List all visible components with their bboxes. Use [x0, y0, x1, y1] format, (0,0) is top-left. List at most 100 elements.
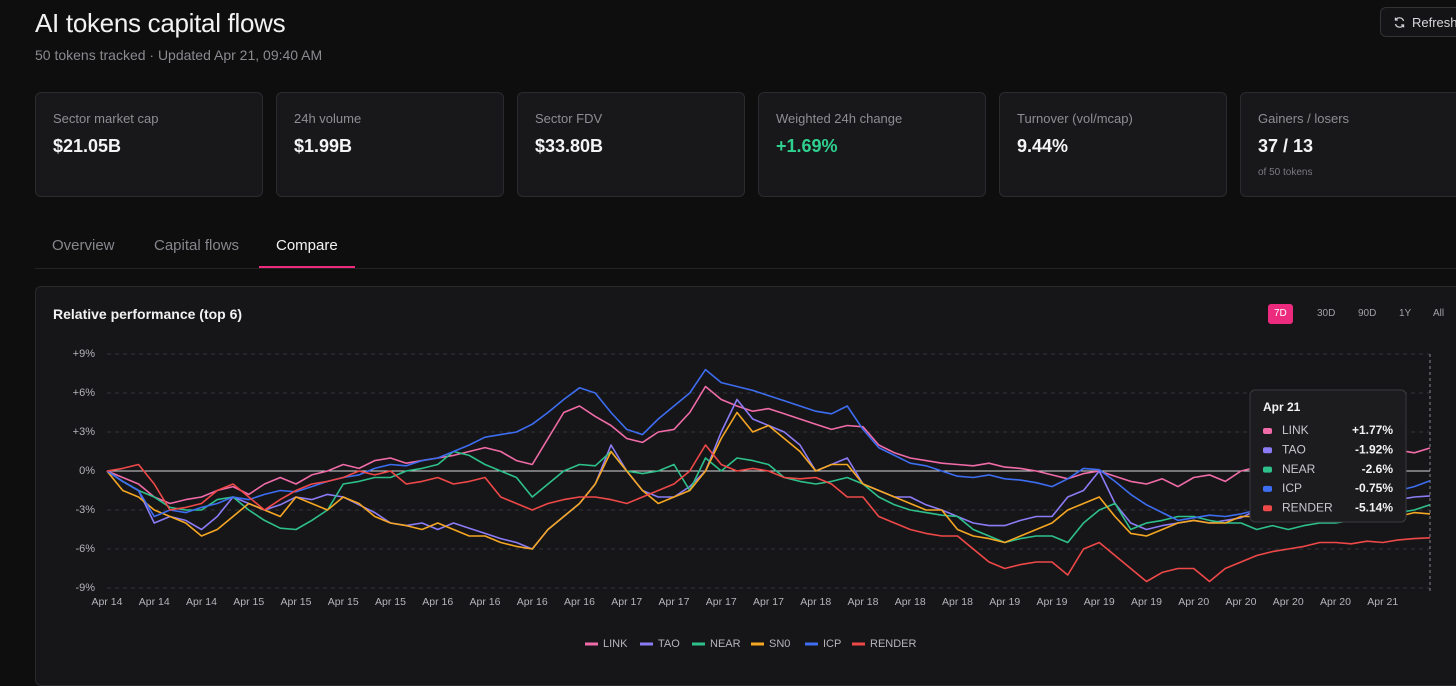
chart-panel [35, 286, 1456, 686]
stat-note: of 50 tokens [1258, 167, 1313, 178]
x-tick-label: Apr 18 [848, 596, 879, 608]
x-tick-label: Apr 14 [139, 596, 170, 608]
range-button[interactable]: 30D [1317, 308, 1336, 319]
y-tick-label: 0% [79, 465, 95, 477]
x-tick-label: Apr 20 [1320, 596, 1351, 608]
range-button[interactable]: 1Y [1399, 308, 1412, 319]
range-button[interactable]: All [1433, 308, 1445, 319]
x-tick-label: Apr 19 [1037, 596, 1068, 608]
legend-item: SN0 [751, 638, 790, 650]
chart-title: Relative performance (top 6) [53, 306, 243, 322]
x-tick-label: Apr 20 [1226, 596, 1257, 608]
stat-card: Gainers / losers 37 / 13 of 50 tokens [1240, 92, 1456, 197]
tooltip-name: NEAR [1282, 462, 1316, 476]
chart: +9% +6% +3% 0% -3% -6% -9% Apr 14 Apr 14 Apr 14 Ap… [73, 348, 1431, 650]
x-tick-label: Apr 18 [942, 596, 973, 608]
x-tick-label: Apr 17 [706, 596, 737, 608]
legend-label: NEAR [710, 638, 741, 650]
stat-label: Sector FDV [535, 111, 603, 126]
x-tick-label: Apr 15 [375, 596, 406, 608]
x-tick-label: Apr 18 [895, 596, 926, 608]
stat-value: $1.99B [294, 136, 353, 156]
x-tick-label: Apr 14 [186, 596, 217, 608]
x-tick-label: Apr 19 [1084, 596, 1115, 608]
x-tick-label: Apr 16 [422, 596, 453, 608]
stat-value: 9.44% [1017, 136, 1069, 156]
range-button[interactable]: 7D [1268, 304, 1293, 324]
tooltip-value: -0.75% [1355, 481, 1393, 495]
tooltip-name: LINK [1282, 423, 1309, 437]
x-tick-label: Apr 15 [328, 596, 359, 608]
tooltip-swatch [1263, 505, 1272, 512]
x-tick-label: Apr 17 [611, 596, 642, 608]
page: {"header": {"title": "AI tokens capital … [35, 7, 1456, 686]
refresh-button[interactable]: Refresh [1380, 7, 1456, 37]
stat-card: Turnover (vol/mcap) 9.44% [999, 92, 1227, 197]
series-line [106, 450, 1431, 544]
tooltip-name: ICP [1282, 481, 1302, 495]
tooltip-name: RENDER [1282, 500, 1333, 514]
tab-underline [259, 266, 355, 268]
legend-label: LINK [603, 638, 628, 650]
x-tick-label: Apr 15 [233, 596, 264, 608]
tab[interactable]: Capital flows [154, 237, 240, 254]
legend-label: RENDER [870, 638, 917, 650]
tab-divider [35, 268, 1456, 269]
series-line [106, 398, 1431, 550]
x-tick-label: Apr 20 [1273, 596, 1304, 608]
y-tick-label: +9% [73, 348, 96, 360]
series-line [106, 411, 1431, 550]
x-tick-label: Apr 16 [564, 596, 595, 608]
x-tick-label: Apr 14 [92, 596, 123, 608]
y-tick-label: +3% [73, 426, 96, 438]
y-tick-label: -6% [75, 543, 95, 555]
legend-item: ICP [805, 638, 841, 650]
tooltip-value: +1.77% [1352, 423, 1393, 437]
legend-item: LINK [585, 638, 628, 650]
page-title: AI tokens capital flows [35, 8, 286, 38]
stat-card: Sector FDV $33.80B [517, 92, 745, 197]
stat-value: $33.80B [535, 136, 604, 156]
y-tick-label: -9% [75, 582, 95, 594]
stat-value: $21.05B [53, 136, 122, 156]
tooltip-title: Apr 21 [1263, 400, 1301, 414]
x-tick-label: Apr 18 [800, 596, 831, 608]
x-tick-label: Apr 19 [1131, 596, 1162, 608]
legend-label: TAO [658, 638, 680, 650]
x-tick-label: Apr 17 [753, 596, 784, 608]
x-tick-label: Apr 21 [1367, 596, 1398, 608]
stat-value: +1.69% [776, 136, 838, 156]
tab[interactable]: Overview [52, 237, 115, 254]
tooltip-value: -1.92% [1355, 442, 1393, 456]
stat-card: Weighted 24h change +1.69% [758, 92, 986, 197]
y-tick-label: +6% [73, 387, 96, 399]
tab[interactable]: Compare [276, 237, 338, 254]
stat-value: 37 / 13 [1258, 136, 1314, 156]
stat-label: 24h volume [294, 111, 362, 126]
legend-label: ICP [823, 638, 841, 650]
x-tick-label: Apr 20 [1178, 596, 1209, 608]
stat-label: Gainers / losers [1258, 111, 1350, 126]
x-tick-label: Apr 16 [517, 596, 548, 608]
x-tick-label: Apr 19 [989, 596, 1020, 608]
range-button[interactable]: 90D [1358, 308, 1377, 319]
tooltip-value: -2.6% [1362, 462, 1394, 476]
tooltip-swatch [1263, 466, 1272, 473]
stat-card: 24h volume $1.99B [276, 92, 504, 197]
x-tick-label: Apr 17 [659, 596, 690, 608]
page-subtitle: 50 tokens tracked · Updated Apr 21, 09:4… [35, 47, 323, 63]
refresh-icon [1394, 16, 1405, 28]
tooltip-value: -5.14% [1355, 500, 1393, 514]
series-line [106, 385, 1431, 505]
x-tick-label: Apr 16 [470, 596, 501, 608]
legend-item: TAO [640, 638, 680, 650]
stat-label: Sector market cap [53, 111, 159, 126]
series-line [106, 444, 1431, 583]
tooltip-box [1249, 389, 1407, 523]
tooltip-swatch [1263, 485, 1272, 492]
legend-label: SN0 [769, 638, 790, 650]
y-tick-label: -3% [75, 504, 95, 516]
legend-item: RENDER [852, 638, 917, 650]
legend-item: NEAR [692, 638, 741, 650]
tooltip: Apr 21 LINK +1.77% TAO -1.92% NEAR -2.6% ICP -0.… [1249, 389, 1407, 523]
